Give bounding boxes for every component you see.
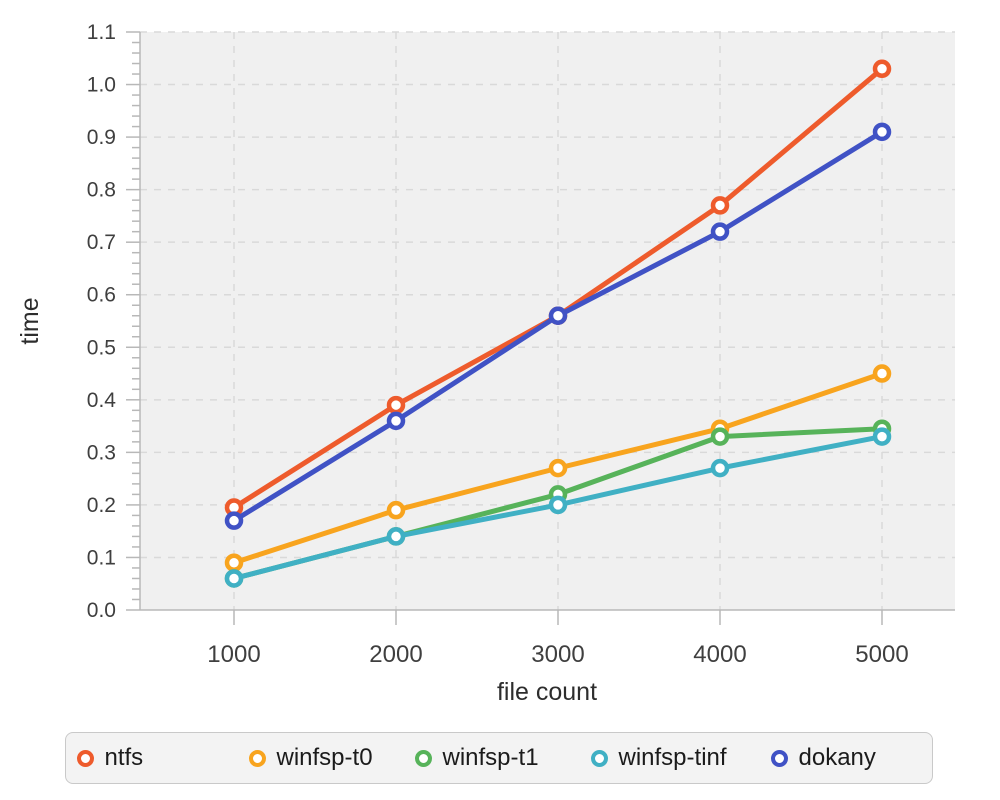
marker-ntfs [710,196,730,215]
legend-marker-icon [248,749,266,767]
y-tick-label: 1.1 [87,21,116,44]
marker-dokany [386,411,406,431]
legend-marker-icon [590,749,608,767]
y-tick-label: 0.9 [87,126,116,149]
series-dokany [224,122,892,530]
marker-winfsp-tinf [386,527,406,546]
y-tick-label: 0.4 [87,389,117,412]
y-tick-label: 0.0 [87,599,116,622]
gridlines [140,31,955,610]
x-tick-label: 1000 [207,641,260,668]
marker-winfsp-tinf [224,569,244,588]
legend-item-winfsp-tinf: winfsp-tinf [590,733,727,783]
tick-labels: 0.0 0.1 0.2 0.3 0.4 0.5 0.6 0.7 0.8 0.9 1.0 1.1 1000… [87,21,909,668]
marker-ntfs [386,395,406,415]
marker-dokany [548,306,568,325]
marker-winfsp-tinf [548,495,568,515]
marker-winfsp-t0 [224,553,244,572]
legend-item-winfsp-t1: winfsp-t1 [414,733,539,783]
x-tick-label: 2000 [369,641,422,668]
marker-winfsp-t0 [872,364,892,383]
y-tick-label: 1.0 [87,74,116,97]
marker-winfsp-t1 [710,427,730,446]
y-tick-label: 0.6 [87,284,116,307]
marker-winfsp-t0 [386,500,406,520]
y-axis-label: time [16,297,44,344]
legend-marker-icon [414,749,432,767]
legend-label: ntfs [104,744,144,771]
y-tick-label: 0.2 [87,494,116,517]
x-tick-label: 4000 [693,641,746,668]
marker-dokany [872,122,892,142]
y-tick-label: 0.3 [87,441,116,464]
marker-ntfs [872,59,892,79]
y-tick-label: 0.5 [87,336,116,359]
legend-label: winfsp-t0 [276,744,373,771]
series-winfsp-tinf [224,427,892,588]
marker-winfsp-t0 [548,458,568,478]
legend-marker-icon [770,749,788,767]
legend-label: winfsp-tinf [618,744,727,771]
marker-winfsp-tinf [710,458,730,478]
marker-winfsp-tinf [872,427,892,446]
y-tick-label: 0.7 [87,231,116,254]
x-tick-label: 3000 [531,641,584,668]
y-tick-label: 0.1 [87,546,116,569]
legend-label: winfsp-t1 [442,744,539,771]
marker-dokany [710,222,730,241]
marker-dokany [224,511,244,530]
legend-item-dokany: dokany [770,733,876,783]
legend-label: dokany [798,744,876,771]
legend: ntfs winfsp-t0 winfsp-t1 winfsp-tinf dokany [65,732,933,784]
legend-item-winfsp-t0: winfsp-t0 [248,733,373,783]
x-axis-label: file count [497,678,597,706]
legend-marker-icon [76,749,94,767]
y-tick-label: 0.8 [87,179,116,202]
legend-item-ntfs: ntfs [76,733,144,783]
x-tick-label: 5000 [855,641,908,668]
axes [126,31,955,625]
